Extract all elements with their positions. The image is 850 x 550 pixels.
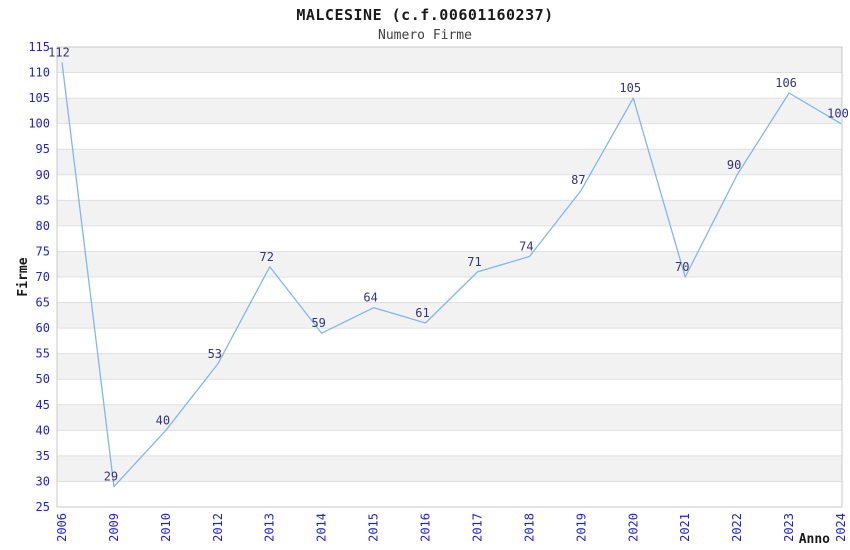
- y-tick-label: 40: [36, 423, 50, 437]
- y-tick-label: 45: [36, 398, 50, 412]
- grid-band: [57, 47, 842, 73]
- x-tick-label: 2021: [678, 513, 692, 542]
- y-tick-label: 115: [28, 40, 50, 54]
- data-point-label: 59: [311, 316, 325, 330]
- x-tick-label: 2024: [834, 513, 848, 542]
- y-tick-label: 110: [28, 66, 50, 80]
- x-tick-label: 2014: [315, 513, 329, 542]
- plot-border: [56, 46, 843, 508]
- plot-area: 112 29 40 53 72 59 64 61 71 74 87 105 70 90 106 100 25 30…: [28, 40, 849, 542]
- data-point-label: 72: [260, 250, 274, 264]
- data-point-label: 40: [156, 413, 170, 427]
- y-tick-label: 75: [36, 244, 50, 258]
- y-tick-label: 30: [36, 474, 50, 488]
- y-tick-label: 95: [36, 142, 50, 156]
- x-tick-label: 2018: [522, 513, 536, 542]
- x-tick-label: 2010: [159, 513, 173, 542]
- series-line: [61, 62, 842, 488]
- data-point-label: 105: [619, 81, 641, 95]
- grid-band: [57, 302, 842, 329]
- x-tick-label: 2023: [782, 513, 796, 542]
- x-tick-label: 2017: [470, 513, 484, 542]
- data-point-label: 29: [104, 470, 118, 484]
- grid-band: [57, 200, 842, 226]
- data-point-label: 71: [467, 255, 481, 269]
- y-tick-label: 70: [36, 270, 50, 284]
- x-tick-label: 2013: [263, 513, 277, 542]
- x-tick-label: 2016: [419, 513, 433, 542]
- grid-band: [57, 251, 842, 277]
- data-point-label: 64: [363, 291, 377, 305]
- chart-title: MALCESINE (c.f.00601160237): [296, 6, 554, 24]
- data-point-label: 74: [519, 240, 533, 254]
- x-tick-label: 2020: [626, 513, 640, 542]
- data-point-label: 100: [827, 107, 849, 121]
- y-tick-label: 100: [28, 117, 50, 131]
- chart-subtitle: Numero Firme: [378, 28, 472, 43]
- data-point-label: 90: [727, 158, 741, 172]
- y-tick-label: 25: [36, 500, 50, 514]
- y-tick-label: 90: [36, 168, 50, 182]
- data-point-label: 70: [675, 260, 689, 274]
- data-point-label: 53: [208, 347, 222, 361]
- y-tick-label: 60: [36, 321, 50, 335]
- y-tick-label: 65: [36, 296, 50, 310]
- x-tick-label: 2009: [107, 513, 121, 542]
- x-tick-label: 2019: [574, 513, 588, 542]
- y-tick-label: 50: [36, 372, 50, 386]
- y-tick-label: 55: [36, 347, 50, 361]
- grid-band: [57, 353, 842, 380]
- data-point-label: 61: [415, 306, 429, 320]
- y-tick-label: 105: [28, 91, 50, 105]
- grid-band: [57, 149, 842, 175]
- data-point-label: 112: [48, 45, 70, 59]
- x-axis-title: Anno: [799, 532, 830, 547]
- x-tick-label: 2012: [211, 513, 225, 542]
- y-tick-label: 35: [36, 449, 50, 463]
- x-tick-label: 2022: [730, 513, 744, 542]
- grid-band: [57, 404, 842, 431]
- grid-band: [57, 455, 842, 482]
- y-tick-label: 80: [36, 219, 50, 233]
- y-axis-title: Firme: [16, 257, 31, 296]
- x-tick-label: 2015: [367, 513, 381, 542]
- grid-band: [57, 98, 842, 124]
- x-tick-label: 2006: [55, 513, 69, 542]
- y-tick-label: 85: [36, 193, 50, 207]
- data-point-label: 106: [775, 76, 797, 90]
- data-point-label: 87: [571, 173, 585, 187]
